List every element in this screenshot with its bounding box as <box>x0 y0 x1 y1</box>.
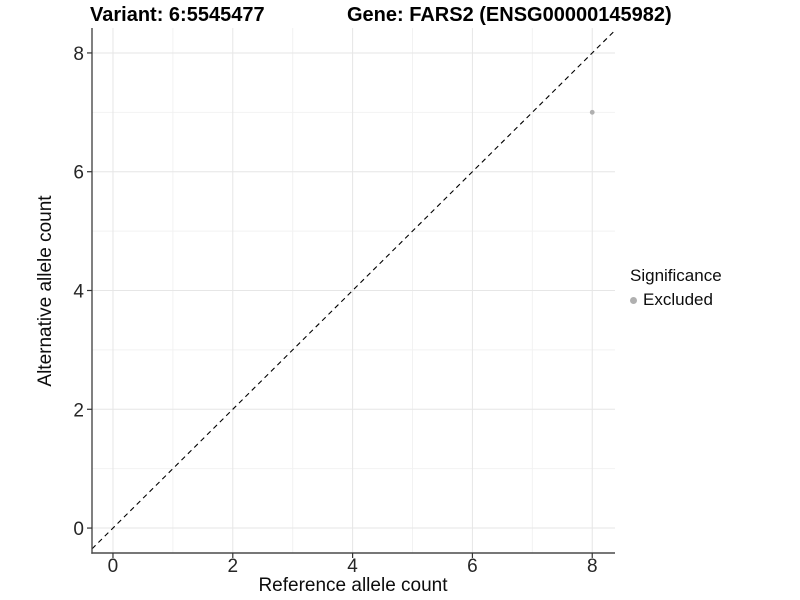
legend-marker-dot-icon <box>630 296 637 304</box>
legend-items: Excluded <box>630 290 722 310</box>
x-axis-title: Reference allele count <box>258 575 448 596</box>
y-tick-label: 0 <box>73 519 84 540</box>
y-tick-label: 8 <box>73 44 84 65</box>
identity-dashed-line <box>91 29 616 550</box>
variant-title: Variant: 6:5545477 <box>90 4 265 26</box>
y-tick-label: 2 <box>73 400 84 421</box>
legend-title: Significance <box>630 266 722 285</box>
y-tick-label: 4 <box>73 282 84 303</box>
legend-item: Excluded <box>630 290 722 310</box>
legend: Significance Excluded <box>630 266 722 310</box>
x-tick-label: 8 <box>587 556 598 577</box>
y-tick-label: 6 <box>73 163 84 184</box>
y-axis-title: Alternative allele count <box>35 195 56 387</box>
x-tick-label: 6 <box>467 556 478 577</box>
x-tick-label: 4 <box>347 556 358 577</box>
gene-title: Gene: FARS2 (ENSG00000145982) <box>347 4 672 26</box>
x-tick-label: 2 <box>227 556 238 577</box>
data-point <box>589 109 595 115</box>
legend-item-label: Excluded <box>643 290 713 309</box>
x-tick-label: 0 <box>108 556 119 577</box>
